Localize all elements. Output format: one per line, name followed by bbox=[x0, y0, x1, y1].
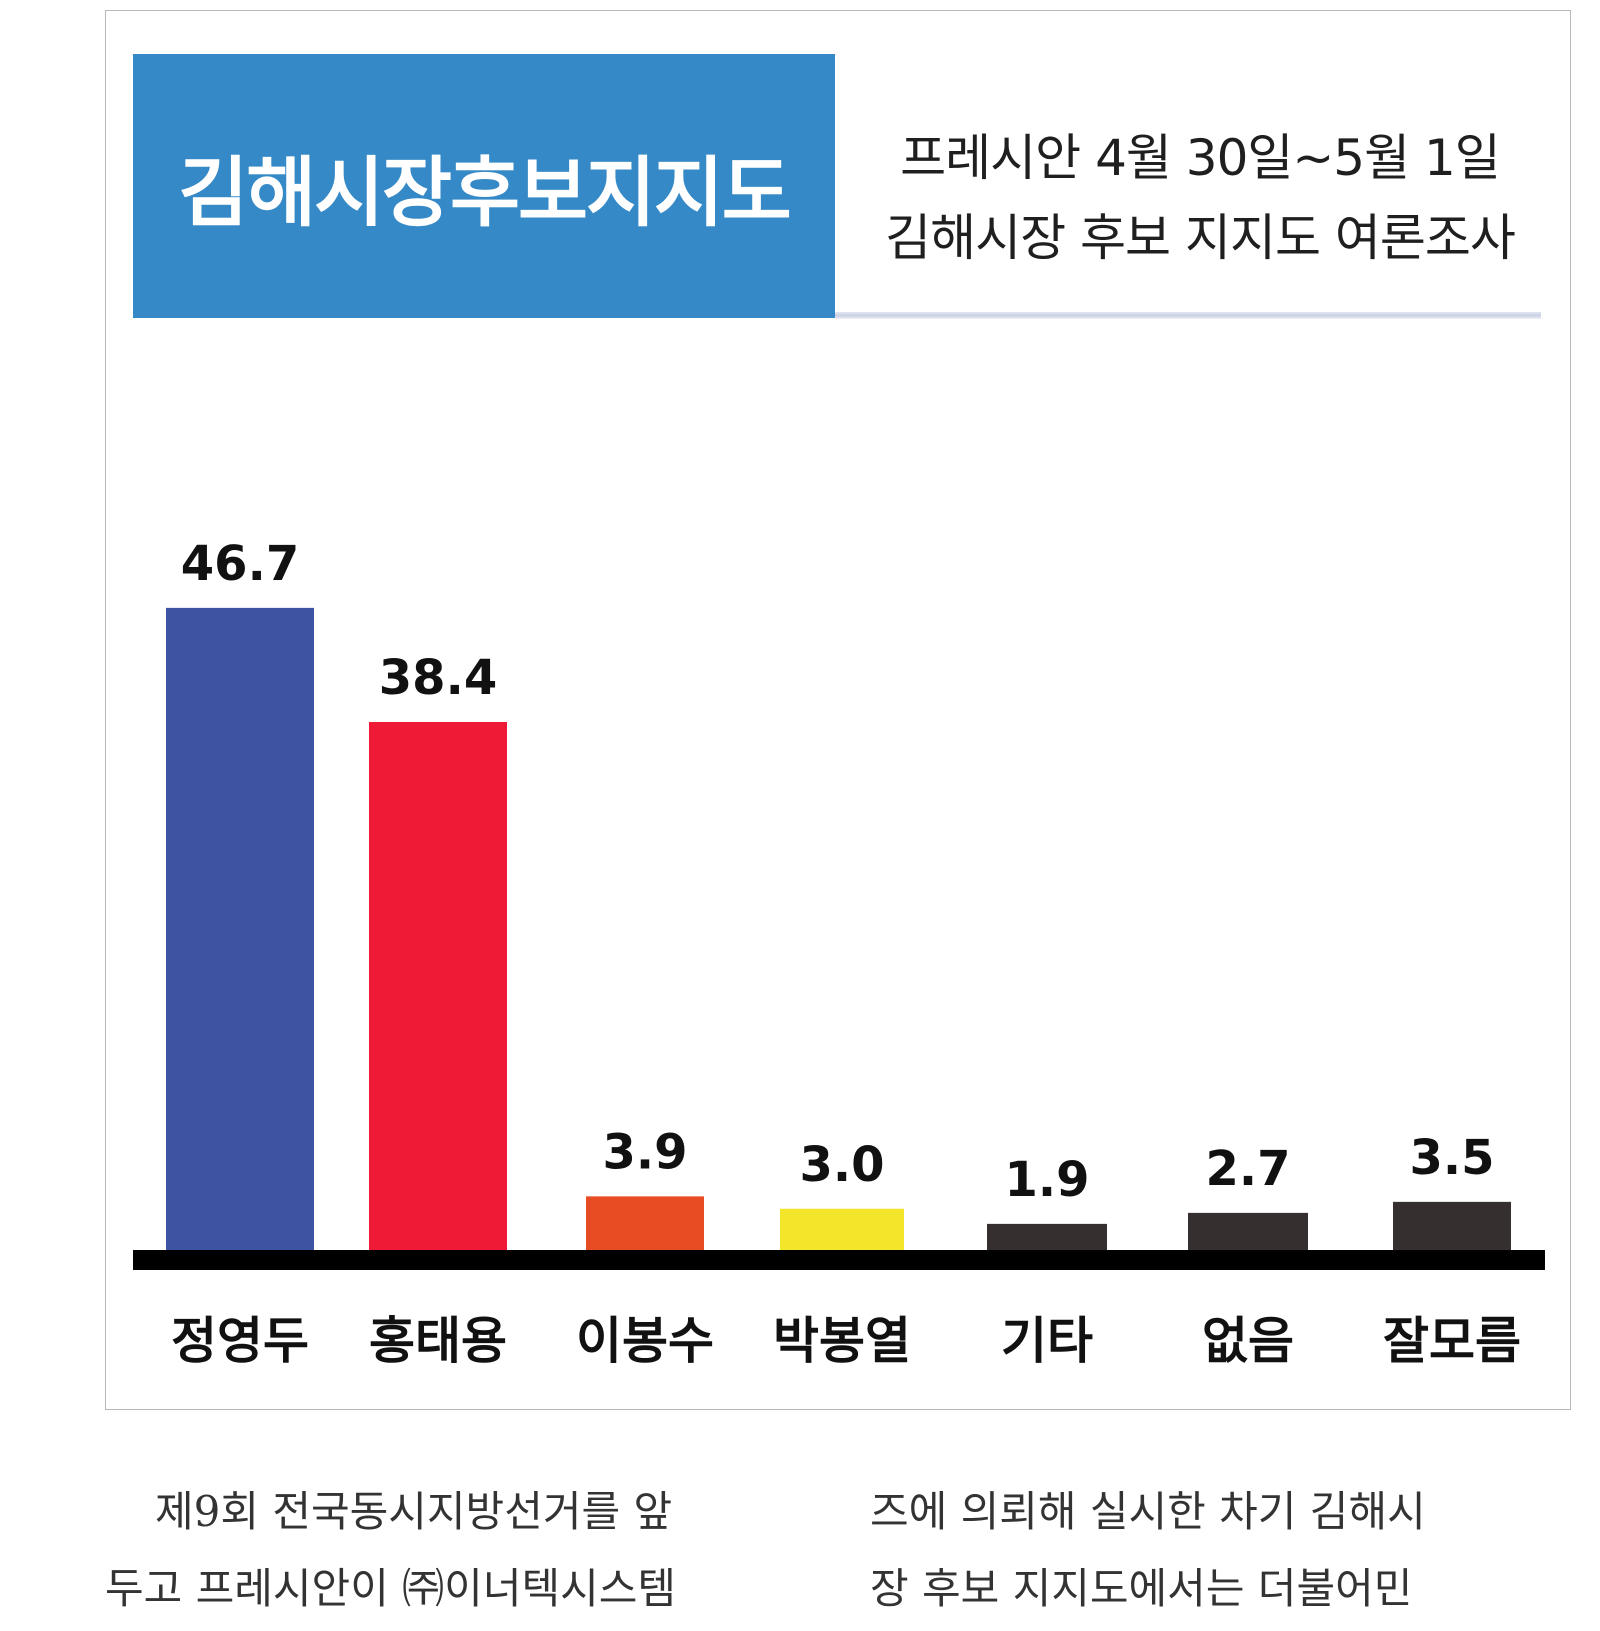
category-label-6: 없음 bbox=[1202, 1312, 1294, 1370]
data-label-7: 3.5 bbox=[1409, 1130, 1494, 1186]
article-text-left-1: 제9회 전국동시지방선거를 앞 bbox=[155, 1487, 673, 1536]
bar-2 bbox=[369, 722, 507, 1250]
category-label-1: 정영두 bbox=[171, 1312, 309, 1370]
category-label-5: 기타 bbox=[1001, 1312, 1093, 1370]
bar-1 bbox=[166, 607, 314, 1250]
chart-title: 김해시장후보지지도 bbox=[178, 148, 791, 237]
data-label-4: 3.0 bbox=[799, 1137, 884, 1193]
bar-6 bbox=[1188, 1212, 1308, 1250]
chart-title-box: 김해시장후보지지도 bbox=[133, 54, 835, 318]
bar-4 bbox=[780, 1208, 904, 1250]
article-text-right-1: 즈에 의뢰해 실시한 차기 김해시 bbox=[870, 1487, 1426, 1536]
category-label-3: 이봉수 bbox=[576, 1312, 714, 1370]
data-label-2: 38.4 bbox=[379, 650, 497, 706]
article-text-right-2: 장 후보 지지도에서는 더불어민 bbox=[870, 1564, 1413, 1613]
category-label-7: 잘모름 bbox=[1383, 1312, 1521, 1370]
bar-7 bbox=[1393, 1201, 1511, 1250]
bar-5 bbox=[987, 1223, 1107, 1250]
chart-subtitle-line1: 프레시안 4월 30일~5월 1일 bbox=[900, 129, 1501, 187]
bar-chart: 46.7 정영두 38.4 홍태용 3.9 이봉수 3.0 박봉열 1.9 기타 2.7 없음 3.5 잘… bbox=[133, 536, 1545, 1370]
bar-3 bbox=[586, 1196, 704, 1250]
chart-subtitle-line2: 김해시장 후보 지지도 여론조사 bbox=[885, 209, 1516, 267]
data-label-6: 2.7 bbox=[1205, 1141, 1290, 1197]
category-label-2: 홍태용 bbox=[369, 1312, 507, 1370]
title-underline bbox=[835, 312, 1541, 319]
data-label-1: 46.7 bbox=[181, 536, 299, 592]
data-label-3: 3.9 bbox=[602, 1124, 687, 1180]
x-axis-line bbox=[133, 1250, 1545, 1270]
data-label-5: 1.9 bbox=[1004, 1152, 1089, 1208]
article-text-left-2: 두고 프레시안이 ㈜이너텍시스템 bbox=[105, 1564, 677, 1613]
category-label-4: 박봉열 bbox=[773, 1312, 911, 1370]
